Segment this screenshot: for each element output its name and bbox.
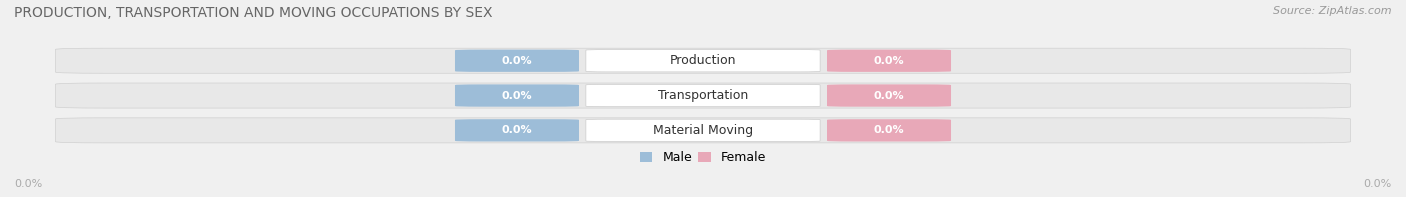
FancyBboxPatch shape: [456, 84, 579, 107]
Text: 0.0%: 0.0%: [502, 91, 533, 100]
FancyBboxPatch shape: [586, 84, 820, 107]
FancyBboxPatch shape: [456, 50, 579, 72]
FancyBboxPatch shape: [827, 119, 950, 141]
Text: Material Moving: Material Moving: [652, 124, 754, 137]
FancyBboxPatch shape: [586, 50, 820, 72]
Text: Source: ZipAtlas.com: Source: ZipAtlas.com: [1274, 6, 1392, 16]
FancyBboxPatch shape: [586, 119, 820, 141]
Text: Transportation: Transportation: [658, 89, 748, 102]
Legend: Male, Female: Male, Female: [640, 151, 766, 164]
Text: 0.0%: 0.0%: [1364, 179, 1392, 189]
FancyBboxPatch shape: [456, 119, 579, 141]
FancyBboxPatch shape: [55, 48, 1351, 73]
FancyBboxPatch shape: [55, 118, 1351, 143]
Text: 0.0%: 0.0%: [502, 125, 533, 135]
Text: PRODUCTION, TRANSPORTATION AND MOVING OCCUPATIONS BY SEX: PRODUCTION, TRANSPORTATION AND MOVING OC…: [14, 6, 492, 20]
FancyBboxPatch shape: [827, 84, 950, 107]
Text: 0.0%: 0.0%: [873, 125, 904, 135]
Text: 0.0%: 0.0%: [502, 56, 533, 66]
Text: 0.0%: 0.0%: [873, 56, 904, 66]
Text: 0.0%: 0.0%: [14, 179, 42, 189]
FancyBboxPatch shape: [55, 83, 1351, 108]
Text: Production: Production: [669, 54, 737, 67]
Text: 0.0%: 0.0%: [873, 91, 904, 100]
FancyBboxPatch shape: [827, 50, 950, 72]
